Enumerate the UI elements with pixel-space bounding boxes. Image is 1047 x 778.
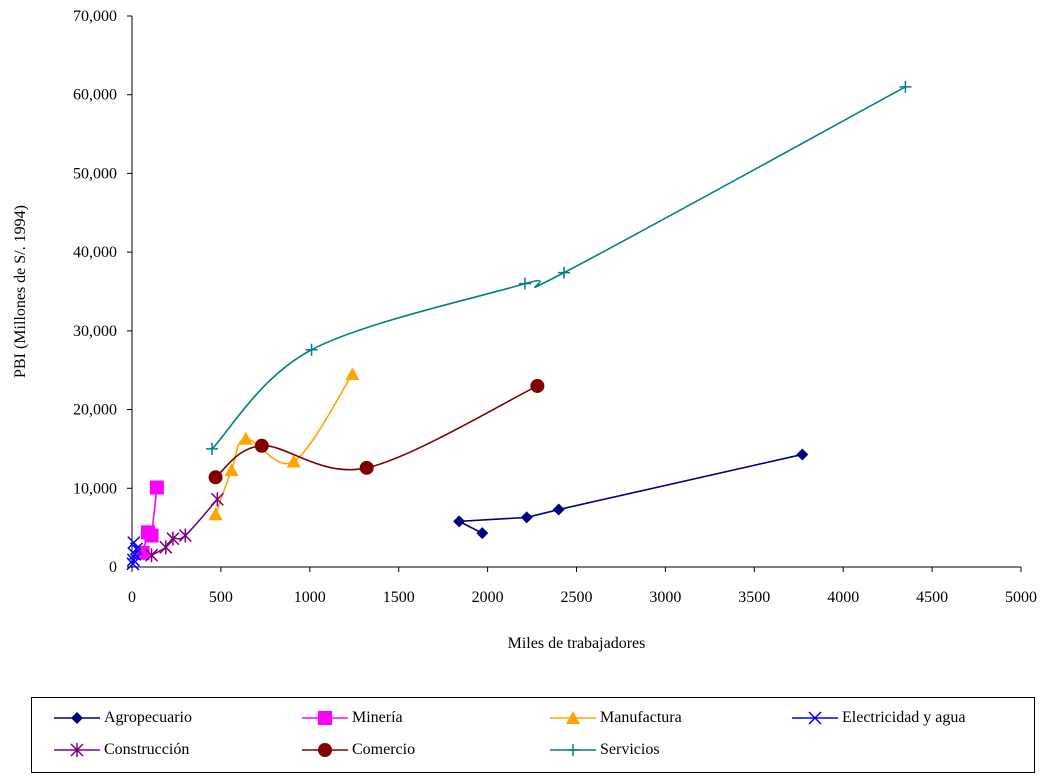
legend-label: Minería [352,709,403,726]
series-manufactura [208,367,360,521]
legend-marker-comercio [318,743,332,757]
legend-marker-construccion [70,743,84,757]
data-point-manufactura [224,463,239,477]
legend-swatch-mineria [302,711,348,725]
data-point-comercio [208,470,223,485]
series-line-agropecuario [456,453,803,534]
legend-marker-servicios [567,744,579,756]
chart-legend: Agropecuario Minería Manufactura Electricid… [31,697,1035,773]
data-point-construccion [159,540,173,555]
legend-item-manufactura: Manufactura [548,708,682,728]
legend-item-electricidad-y-agua: Electricidad y agua [790,708,966,728]
data-point-comercio [254,438,269,453]
y-tick-label: 20,000 [73,402,117,419]
legend-marker-agropecuario [71,712,83,724]
legend-item-construccion: Construcción [52,740,189,760]
y-tick-label: 10,000 [73,480,117,497]
legend-label: Comercio [352,741,416,758]
data-point-agropecuario [453,515,466,528]
legend-item-comercio: Comercio [300,740,415,760]
data-point-comercio [530,378,545,393]
legend-label: Electricidad y agua [842,709,966,726]
x-tick-label: 0 [128,589,136,606]
data-point-electricidad-y-agua [127,536,141,550]
legend-marker-mineria [318,711,332,725]
data-point-agropecuario [796,448,809,461]
series-line-mineria [141,487,158,554]
y-axis-title: PBI (Millones de S/. 1994) [12,205,29,378]
legend-item-servicios: Servicios [548,740,660,760]
series-electricidad-y-agua [126,536,143,571]
data-point-agropecuario [476,527,489,540]
legend-swatch-construccion [54,743,100,757]
series-servicios [206,80,912,455]
legend-swatch-comercio [302,743,348,757]
series-line-construccion [151,498,218,556]
x-tick-label: 4000 [827,589,859,606]
chart-plot: 0 10,000 20,000 30,000 40,000 50,000 60,000 70,… [12,8,1037,652]
data-point-servicios [305,343,318,356]
data-point-servicios [899,80,912,93]
x-tick-label: 500 [209,589,233,606]
y-tick-label: 70,000 [73,8,117,25]
y-tick-label: 30,000 [73,323,117,340]
x-tick-label: 4500 [916,589,948,606]
y-tick-label: 60,000 [73,87,117,104]
series-comercio [208,378,545,485]
legend-item-mineria: Minería [300,708,403,728]
x-tick-label: 2500 [561,589,593,606]
x-tick-label: 1000 [294,589,326,606]
x-tick-label: 1500 [383,589,415,606]
x-tick-label: 3500 [738,589,770,606]
legend-swatch-electricidad-y-agua [792,711,838,725]
x-tick-label: 5000 [1005,589,1037,606]
legend-label: Construcción [104,741,190,758]
data-point-servicios [558,266,571,279]
series-construccion [145,492,224,563]
legend-marker-manufactura [566,711,580,724]
y-tick-label: 0 [109,559,117,576]
series-line-comercio [215,385,538,478]
x-axis-title: Miles de trabajadores [508,635,646,652]
x-tick-label: 3000 [649,589,681,606]
data-point-construccion [166,531,180,546]
data-point-manufactura [238,431,253,445]
legend-label: Agropecuario [104,709,192,726]
legend-label: Servicios [600,741,660,758]
data-point-construccion [145,548,159,563]
legend-label: Manufactura [600,709,682,726]
data-point-mineria [149,480,164,495]
series-agropecuario [453,448,809,540]
x-tick-label: 2000 [472,589,504,606]
data-point-servicios [518,277,531,290]
data-point-manufactura [208,507,223,521]
legend-swatch-agropecuario [54,712,100,724]
legend-marker-electricidad-y-agua [808,711,822,725]
data-point-construccion [178,528,192,543]
data-point-agropecuario [520,511,533,524]
series-line-manufactura [214,373,354,515]
series-line-servicios [211,86,906,450]
data-point-mineria [144,528,159,543]
data-point-electricidad-y-agua [126,553,140,567]
data-point-manufactura [345,367,360,381]
data-point-construccion [210,492,224,507]
data-point-comercio [359,460,374,475]
y-tick-label: 40,000 [73,244,117,261]
data-point-agropecuario [552,503,565,516]
data-point-manufactura [286,454,301,468]
y-tick-label: 50,000 [73,165,117,182]
legend-swatch-servicios [550,744,596,756]
legend-item-agropecuario: Agropecuario [52,708,192,728]
data-point-servicios [206,442,219,455]
legend-swatch-manufactura [550,711,596,724]
